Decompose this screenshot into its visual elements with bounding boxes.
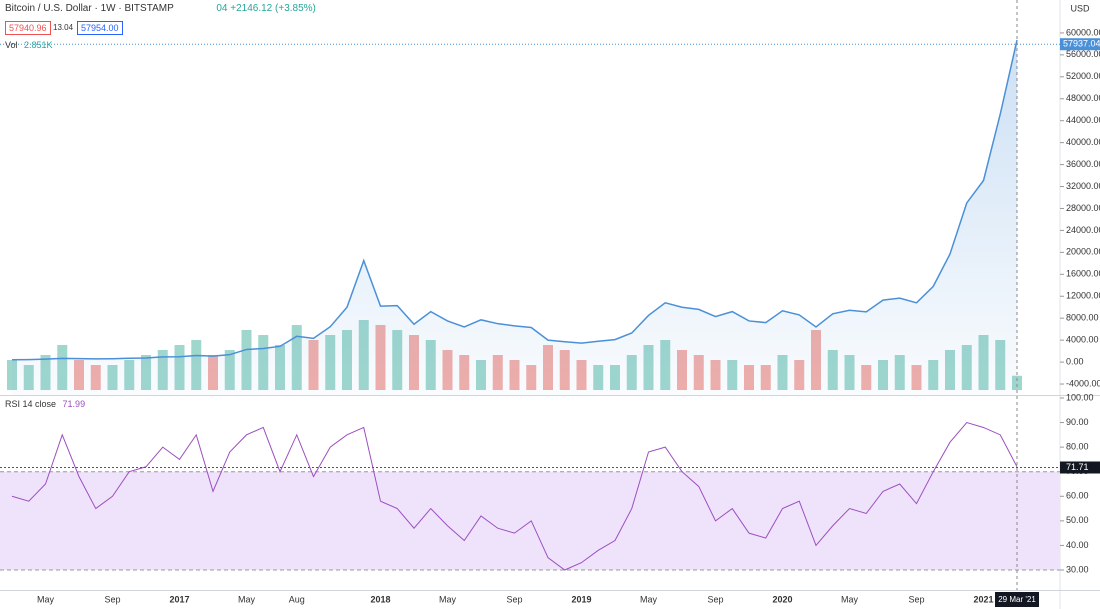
y-tick-label: 60000.00 xyxy=(1066,27,1100,37)
rsi-value: 71.99 xyxy=(62,399,86,409)
x-tick-label: Aug xyxy=(289,594,305,604)
y-tick-label: 24000.00 xyxy=(1066,225,1100,235)
bid[interactable]: 57940.96 xyxy=(5,21,51,35)
rsi-tick-label: 90.00 xyxy=(1066,417,1089,427)
y-tick-label: 0.00 xyxy=(1066,356,1084,366)
crosshair-box xyxy=(995,592,1039,607)
last-price-box xyxy=(1060,38,1100,51)
y-tick-label: 36000.00 xyxy=(1066,159,1100,169)
y-tick-label: 20000.00 xyxy=(1066,247,1100,257)
x-tick-label: 2019 xyxy=(571,594,591,604)
y-tick-label: 52000.00 xyxy=(1066,71,1100,81)
last-price-label: 57937.04 xyxy=(1063,39,1100,49)
change: 04 +2146.12 (+3.85%) xyxy=(216,3,316,14)
x-tick-label: May xyxy=(37,594,55,604)
y-tick-label: 40000.00 xyxy=(1066,137,1100,147)
interval: 1W xyxy=(100,3,116,14)
x-tick-label: May xyxy=(841,594,859,604)
x-tick-label: May xyxy=(238,594,256,604)
rsi-band xyxy=(0,471,1060,570)
rsi-tick-label: 50.00 xyxy=(1066,515,1089,525)
last-rsi-box xyxy=(1060,461,1100,474)
x-tick-label: Sep xyxy=(908,594,924,604)
rsi-label: RSI 14 close xyxy=(5,399,57,409)
y-tick-label: 4000.00 xyxy=(1066,335,1099,345)
crosshair-label: 29 Mar '21 xyxy=(998,595,1036,604)
ask[interactable]: 57954.00 xyxy=(77,21,123,35)
exchange: BITSTAMP xyxy=(124,3,174,14)
rsi-tick-label: 80.00 xyxy=(1066,442,1089,452)
rsi-legend: RSI 14 close 71.99 xyxy=(5,399,85,409)
y-tick-label: -4000.00 xyxy=(1066,378,1100,388)
y-tick-label: 12000.00 xyxy=(1066,291,1100,301)
y-tick-label: 32000.00 xyxy=(1066,181,1100,191)
y-tick-label: 56000.00 xyxy=(1066,49,1100,59)
currency: USD xyxy=(1070,3,1090,13)
x-tick-label: 2018 xyxy=(370,594,390,604)
x-tick-label: Sep xyxy=(707,594,723,604)
x-tick-label: May xyxy=(640,594,658,604)
price-line xyxy=(11,39,1018,361)
symbol: Bitcoin / U.S. Dollar xyxy=(5,3,92,14)
x-tick-label: 2021 xyxy=(973,594,993,604)
volume-label: Vol xyxy=(5,40,18,50)
rsi-tick-label: 60.00 xyxy=(1066,491,1089,501)
symbol-line: Bitcoin / U.S. Dollar · 1W · BITSTAMP 04… xyxy=(5,3,316,14)
x-tick-label: 2020 xyxy=(772,594,792,604)
rsi-tick-label: 40.00 xyxy=(1066,540,1089,550)
volume-legend: Vol 2.851K xyxy=(5,40,53,50)
x-tick-label: May xyxy=(439,594,457,604)
last-rsi-label: 71.71 xyxy=(1066,462,1089,472)
y-tick-label: 44000.00 xyxy=(1066,115,1100,125)
y-tick-label: 8000.00 xyxy=(1066,313,1099,323)
y-tick-label: 28000.00 xyxy=(1066,203,1100,213)
spread: 13.04 xyxy=(53,23,74,32)
rsi-tick-label: 100.00 xyxy=(1066,392,1094,402)
x-tick-label: Sep xyxy=(104,594,120,604)
y-tick-label: 48000.00 xyxy=(1066,93,1100,103)
rsi-tick-label: 30.00 xyxy=(1066,564,1089,574)
volume-value: 2.851K xyxy=(24,40,53,50)
price-area xyxy=(12,40,1017,395)
rsi-line xyxy=(11,421,1018,571)
y-tick-label: 16000.00 xyxy=(1066,269,1100,279)
x-tick-label: Sep xyxy=(506,594,522,604)
x-tick-label: 2017 xyxy=(169,594,189,604)
